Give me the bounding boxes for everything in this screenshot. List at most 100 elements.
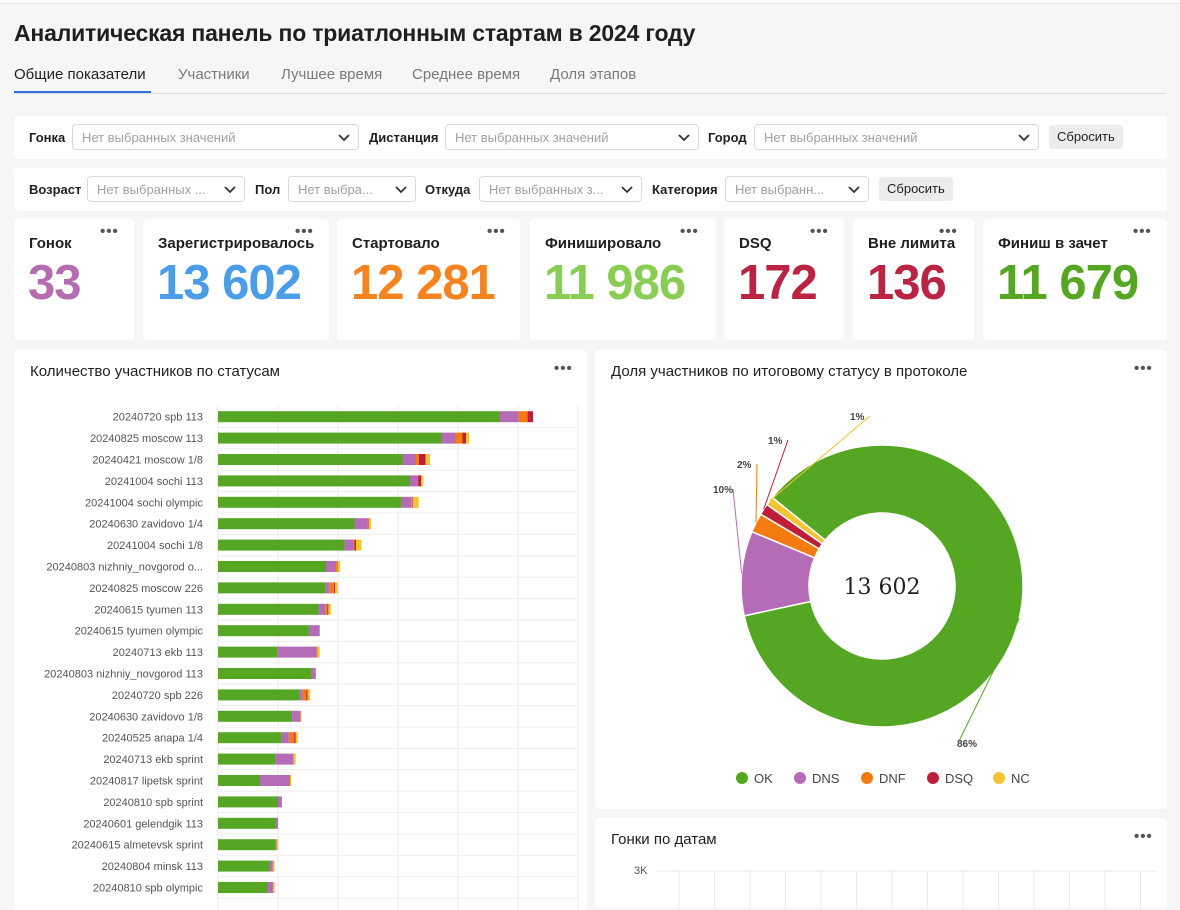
bar-segment-ok[interactable]: [218, 496, 401, 508]
bar-segment-ok[interactable]: [218, 625, 309, 637]
bar-segment-ok[interactable]: [218, 646, 278, 658]
bar-segment-dns[interactable]: [311, 668, 316, 679]
bar-segment-dnf[interactable]: [416, 454, 419, 465]
more-menu-icon[interactable]: •••: [295, 223, 314, 240]
bar-segment-dsq[interactable]: [527, 411, 533, 423]
race-select[interactable]: Нет выбранных значений: [72, 124, 359, 150]
tab-best-time[interactable]: Лучшее время: [281, 66, 383, 83]
bar-segment-dsq[interactable]: [418, 475, 422, 487]
bar-segment-dns[interactable]: [354, 518, 368, 530]
legend-item-nc[interactable]: NC: [993, 771, 1030, 786]
tab-participants[interactable]: Участники: [178, 66, 250, 83]
bar-segment-dnf[interactable]: [316, 646, 318, 658]
more-menu-icon[interactable]: •••: [1134, 828, 1153, 845]
bar-segment-ok[interactable]: [218, 454, 403, 465]
bar-segment-dns[interactable]: [308, 625, 320, 637]
bar-segment-dnf[interactable]: [336, 561, 338, 572]
bar-segment-ok[interactable]: [218, 753, 276, 765]
bar-segment-dnf[interactable]: [325, 603, 328, 615]
donut-slice-nc[interactable]: [765, 496, 827, 545]
bar-segment-dsq[interactable]: [367, 518, 369, 530]
bar-segment-dsq[interactable]: [354, 539, 357, 551]
city-select[interactable]: Нет выбранных значений: [754, 124, 1039, 150]
bar-segment-dns[interactable]: [281, 732, 289, 744]
bar-segment-nc[interactable]: [293, 753, 296, 765]
bar-segment-dns[interactable]: [410, 475, 418, 487]
bar-segment-dns[interactable]: [326, 561, 337, 572]
bar-segment-ok[interactable]: [218, 539, 345, 551]
bar-segment-dsq[interactable]: [411, 496, 413, 508]
bar-segment-nc[interactable]: [328, 603, 331, 615]
tab-average-time[interactable]: Среднее время: [412, 66, 521, 83]
bar-segment-nc[interactable]: [412, 496, 419, 508]
legend-item-dnf[interactable]: DNF: [861, 771, 906, 786]
bar-segment-ok[interactable]: [218, 603, 319, 615]
bar-segment-dns[interactable]: [402, 454, 417, 465]
bar-segment-dns[interactable]: [275, 839, 277, 851]
bar-segment-dns[interactable]: [318, 603, 326, 615]
bar-segment-dnf[interactable]: [293, 753, 294, 765]
bar-segment-dsq[interactable]: [462, 432, 467, 444]
bar-segment-nc[interactable]: [425, 454, 431, 465]
bar-segment-ok[interactable]: [218, 796, 278, 808]
bar-segment-dnf[interactable]: [302, 689, 307, 701]
bar-segment-ok[interactable]: [218, 561, 326, 572]
bar-segment-dns[interactable]: [299, 689, 303, 701]
legend-item-dsq[interactable]: DSQ: [927, 771, 973, 786]
bar-segment-dnf[interactable]: [353, 539, 355, 551]
bar-segment-ok[interactable]: [218, 775, 260, 786]
tab-stage-share[interactable]: Доля этапов: [550, 66, 637, 83]
bar-segment-dsq[interactable]: [306, 689, 308, 701]
bar-segment-dns[interactable]: [275, 753, 293, 765]
gender-select[interactable]: Нет выбра...: [288, 176, 416, 202]
legend-item-dns[interactable]: DNS: [794, 771, 839, 786]
bar-segment-dsq[interactable]: [337, 561, 338, 572]
bar-segment-dns[interactable]: [325, 582, 330, 594]
bar-segment-dsq[interactable]: [294, 732, 296, 744]
bar-segment-nc[interactable]: [368, 518, 371, 530]
bar-segment-dns[interactable]: [278, 796, 282, 808]
bar-segment-dsq[interactable]: [327, 603, 329, 615]
bar-segment-dns[interactable]: [269, 860, 273, 872]
bar-segment-dsq[interactable]: [419, 454, 426, 465]
bar-segment-ok[interactable]: [218, 732, 282, 744]
bar-segment-nc[interactable]: [356, 539, 362, 551]
bar-segment-dnf[interactable]: [367, 518, 368, 530]
bar-segment-nc[interactable]: [466, 432, 470, 444]
bar-segment-ok[interactable]: [218, 860, 270, 872]
more-menu-icon[interactable]: •••: [680, 223, 699, 240]
bar-segment-nc[interactable]: [337, 561, 341, 572]
more-menu-icon[interactable]: •••: [100, 223, 119, 240]
more-menu-icon[interactable]: •••: [554, 360, 573, 377]
bar-segment-dns[interactable]: [401, 496, 412, 508]
bar-segment-ok[interactable]: [218, 839, 275, 851]
bar-segment-dns[interactable]: [500, 411, 519, 423]
bar-segment-nc[interactable]: [317, 646, 320, 658]
bar-segment-dnf[interactable]: [417, 475, 419, 487]
bar-segment-ok[interactable]: [218, 432, 442, 444]
bar-segment-ok[interactable]: [218, 710, 293, 722]
bar-segment-ok[interactable]: [218, 882, 269, 893]
donut-slice-ok[interactable]: [743, 444, 1024, 728]
more-menu-icon[interactable]: •••: [1133, 223, 1152, 240]
bar-segment-nc[interactable]: [295, 732, 298, 744]
bar-segment-nc[interactable]: [335, 582, 338, 594]
distance-select[interactable]: Нет выбранных значений: [445, 124, 699, 150]
bar-segment-nc[interactable]: [421, 475, 424, 487]
bar-segment-nc[interactable]: [307, 689, 311, 701]
bar-segment-dnf[interactable]: [288, 732, 295, 744]
reset-button[interactable]: Сбросить: [879, 177, 953, 201]
legend-item-ok[interactable]: OK: [736, 771, 773, 786]
bar-segment-dsq[interactable]: [334, 582, 335, 594]
age-select[interactable]: Нет выбранных ...: [87, 176, 245, 202]
more-menu-icon[interactable]: •••: [1134, 360, 1153, 377]
bar-segment-dns[interactable]: [260, 775, 290, 786]
bar-segment-dns[interactable]: [268, 882, 274, 893]
bar-segment-nc[interactable]: [276, 839, 279, 851]
bar-segment-dns[interactable]: [277, 646, 317, 658]
category-select[interactable]: Нет выбранн...: [725, 176, 869, 202]
bar-segment-dnf[interactable]: [411, 496, 412, 508]
bar-segment-dns[interactable]: [292, 710, 301, 722]
more-menu-icon[interactable]: •••: [810, 223, 829, 240]
bar-segment-nc[interactable]: [272, 860, 275, 872]
